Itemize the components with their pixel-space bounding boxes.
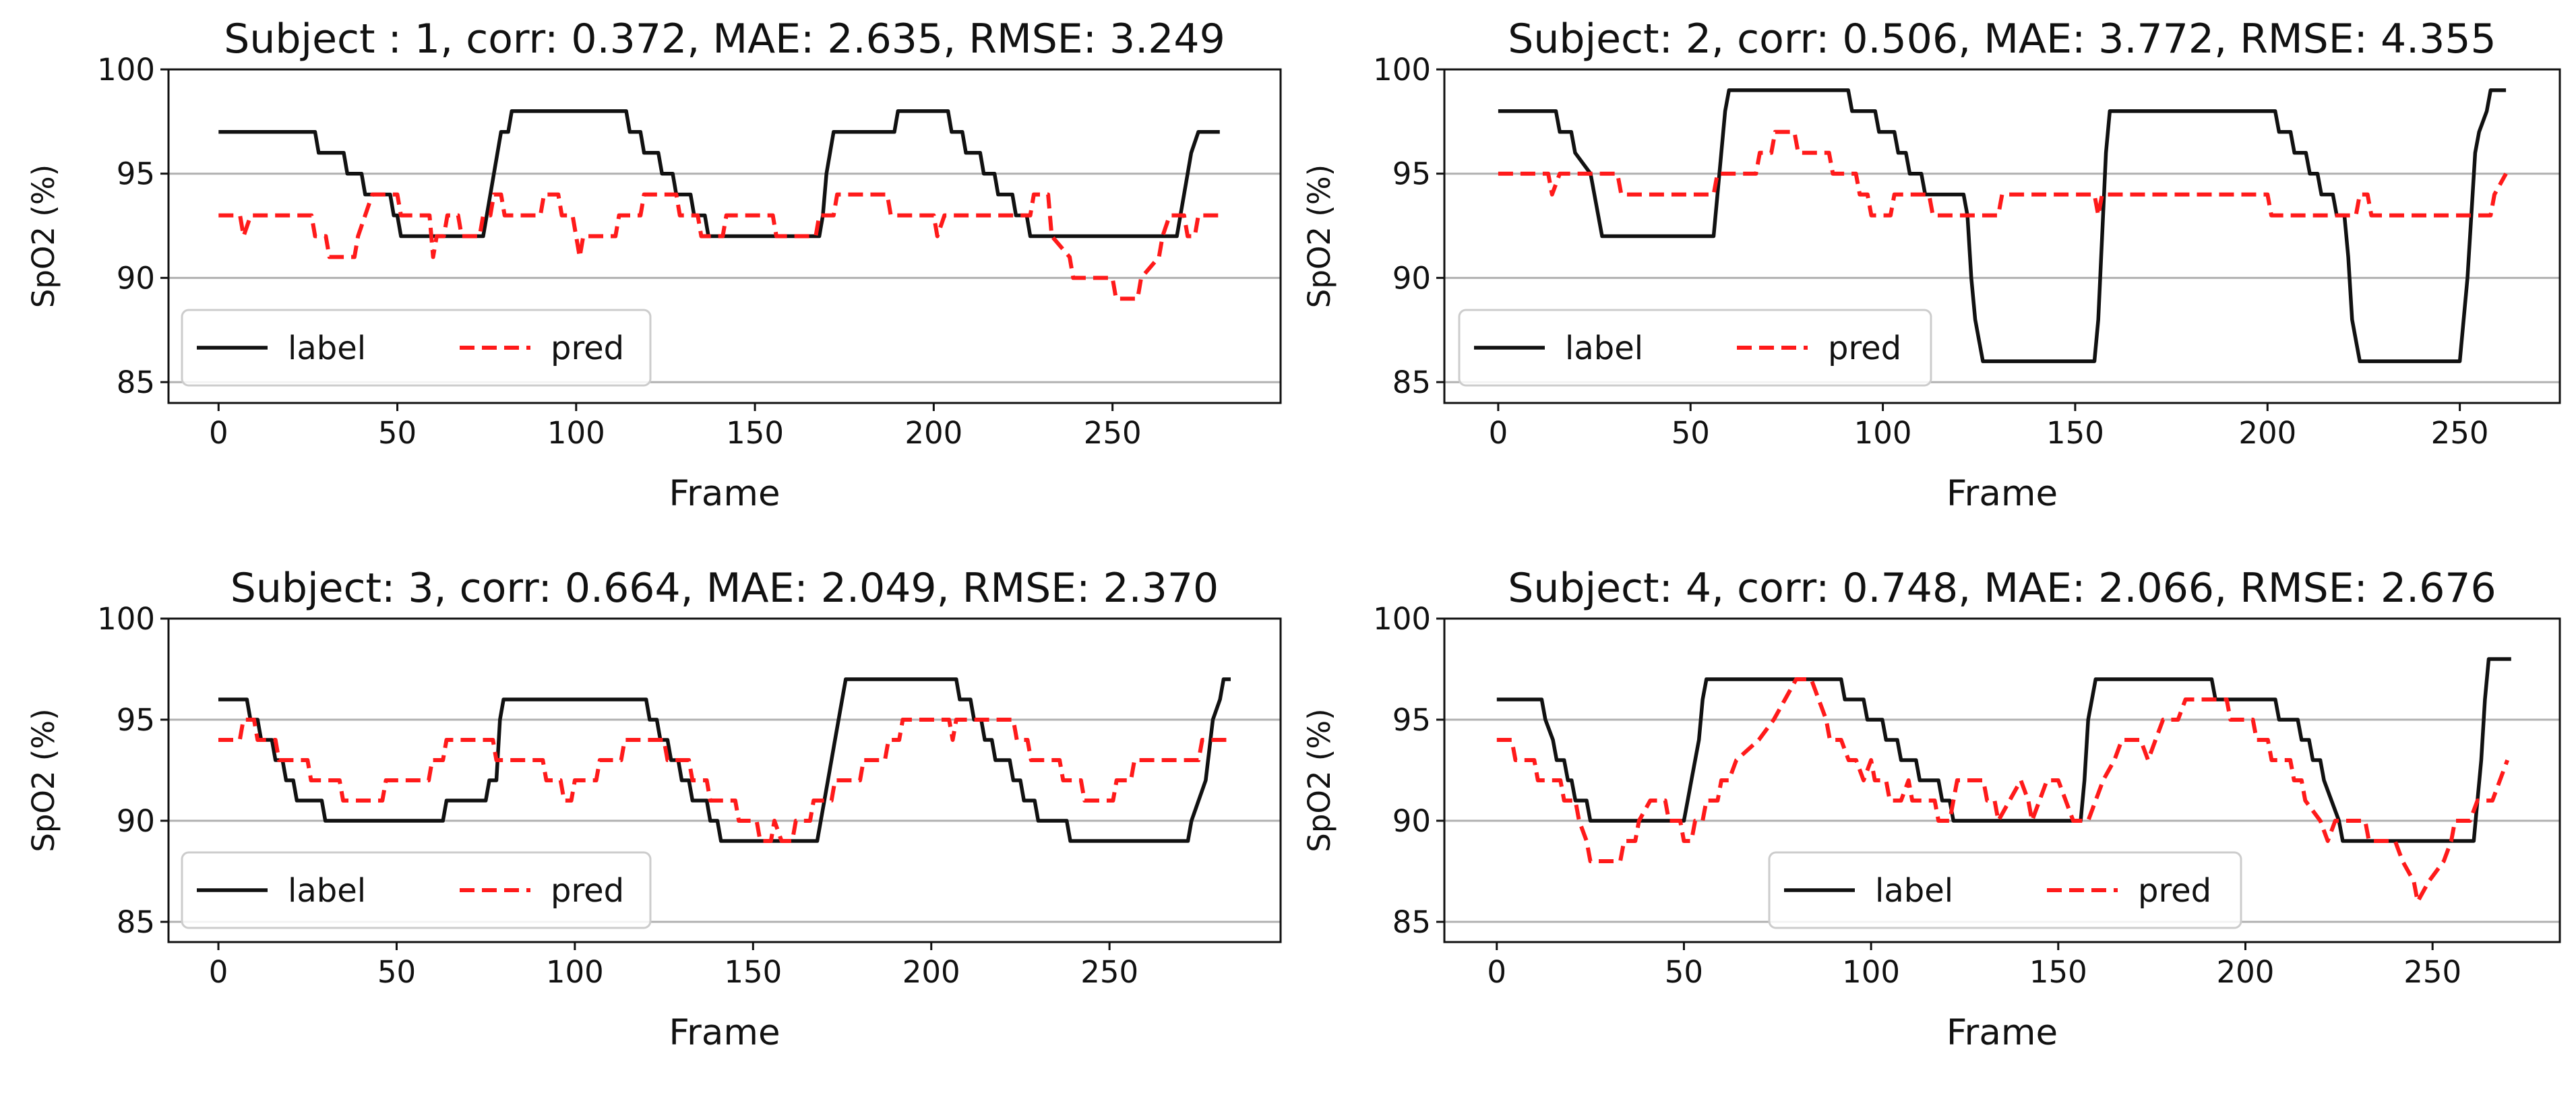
subplot-title: Subject: 3, corr: 0.664, MAE: 2.049, RMS…: [231, 565, 1219, 612]
series-line-label: [218, 677, 1231, 843]
x-tick-label: 100: [546, 954, 604, 990]
y-axis-label: SpO2 (%): [26, 708, 61, 852]
legend-label-pred: pred: [2138, 872, 2211, 910]
legend-box: [1458, 309, 1932, 387]
y-tick-label: 95: [1392, 156, 1431, 192]
x-tick-label: 200: [904, 415, 962, 451]
legend-label-label: label: [288, 872, 366, 910]
legend-label-label: label: [1565, 330, 1643, 367]
y-axis-label: SpO2 (%): [1301, 164, 1337, 308]
axes-frame: [167, 68, 1282, 404]
subplot-title: Subject: 2, corr: 0.506, MAE: 3.772, RMS…: [1508, 15, 2496, 63]
subplot-title: Subject : 1, corr: 0.372, MAE: 2.635, RM…: [224, 15, 1225, 63]
x-tick-label: 100: [547, 415, 605, 451]
y-tick-label: 85: [117, 904, 155, 940]
y-tick-label: 85: [1392, 904, 1431, 940]
y-tick-label: 90: [117, 260, 155, 296]
x-tick-label: 0: [1487, 954, 1506, 990]
series-line-label: [1498, 88, 2507, 363]
legend: label pred: [1458, 309, 1932, 387]
y-axis-label: SpO2 (%): [1301, 708, 1337, 852]
legend: label pred: [181, 851, 652, 929]
y-tick-label: 95: [1392, 702, 1431, 738]
x-tick-label: 250: [2403, 954, 2461, 990]
x-tick-label: 50: [1665, 954, 1703, 990]
axes-frame: [1443, 617, 2561, 943]
legend-label-label: label: [1875, 872, 1953, 910]
x-tick-label: 150: [2029, 954, 2087, 990]
y-tick-label: 85: [117, 365, 155, 400]
x-tick-label: 0: [209, 415, 228, 451]
y-tick-label: 85: [1392, 365, 1431, 400]
x-axis-label: Frame: [669, 473, 780, 514]
x-tick-label: 150: [2046, 415, 2104, 451]
subplot-3: 0 50 100 150 200 250 85 90 95 100 Subject: 3, corr…: [26, 565, 1282, 1053]
x-tick-label: 200: [902, 954, 960, 990]
x-tick-label: 250: [2431, 415, 2489, 451]
legend-box: [181, 851, 652, 929]
legend-label-label: label: [288, 330, 366, 367]
y-tick-label: 100: [1373, 52, 1431, 88]
x-axis-label: Frame: [1946, 473, 2058, 514]
x-tick-label: 150: [726, 415, 784, 451]
x-tick-label: 200: [2238, 415, 2296, 451]
x-tick-label: 50: [377, 954, 416, 990]
y-tick-label: 100: [1373, 601, 1431, 637]
x-axis-label: Frame: [1946, 1012, 2058, 1053]
x-tick-label: 200: [2217, 954, 2275, 990]
legend: label pred: [181, 309, 652, 387]
series-line-pred: [218, 718, 1227, 843]
y-tick-label: 90: [1392, 260, 1431, 296]
axes-frame: [167, 617, 1282, 943]
y-tick-label: 100: [97, 52, 155, 88]
subplot-1: 0 50 100 150 200 250 85 90 95 100 Subject : 1, cor…: [26, 15, 1282, 514]
x-tick-label: 50: [378, 415, 417, 451]
subplot-2: 0 50 100 150 200 250 85 90 95 100 Subject: 2, corr…: [1301, 15, 2561, 514]
legend-label-pred: pred: [1828, 330, 1901, 367]
x-tick-label: 150: [724, 954, 782, 990]
legend-box: [1768, 851, 2242, 929]
subplot-title: Subject: 4, corr: 0.748, MAE: 2.066, RMS…: [1508, 565, 2496, 612]
y-tick-label: 95: [117, 156, 155, 192]
legend: label pred: [1768, 851, 2242, 929]
x-tick-label: 100: [1842, 954, 1900, 990]
x-tick-label: 250: [1080, 954, 1138, 990]
legend-box: [181, 309, 652, 387]
y-tick-label: 100: [97, 601, 155, 637]
series-line-pred: [218, 192, 1220, 301]
x-axis-label: Frame: [669, 1012, 780, 1053]
subplot-4: 0 50 100 150 200 250 85 90 95 100 Subject: 4, corr…: [1301, 565, 2561, 1053]
legend-label-pred: pred: [551, 872, 624, 910]
x-tick-label: 50: [1672, 415, 1710, 451]
series-line-label: [1496, 657, 2511, 843]
y-axis-label: SpO2 (%): [26, 164, 61, 308]
x-tick-label: 0: [209, 954, 228, 990]
series-line-pred: [1496, 677, 2510, 904]
y-tick-label: 90: [1392, 803, 1431, 839]
y-tick-label: 90: [117, 803, 155, 839]
legend-label-pred: pred: [551, 330, 624, 367]
y-tick-label: 95: [117, 702, 155, 738]
series-line-pred: [1498, 129, 2508, 218]
axes-frame: [1443, 68, 2561, 404]
x-tick-label: 0: [1489, 415, 1508, 451]
x-tick-label: 250: [1084, 415, 1142, 451]
x-tick-label: 100: [1854, 415, 1912, 451]
